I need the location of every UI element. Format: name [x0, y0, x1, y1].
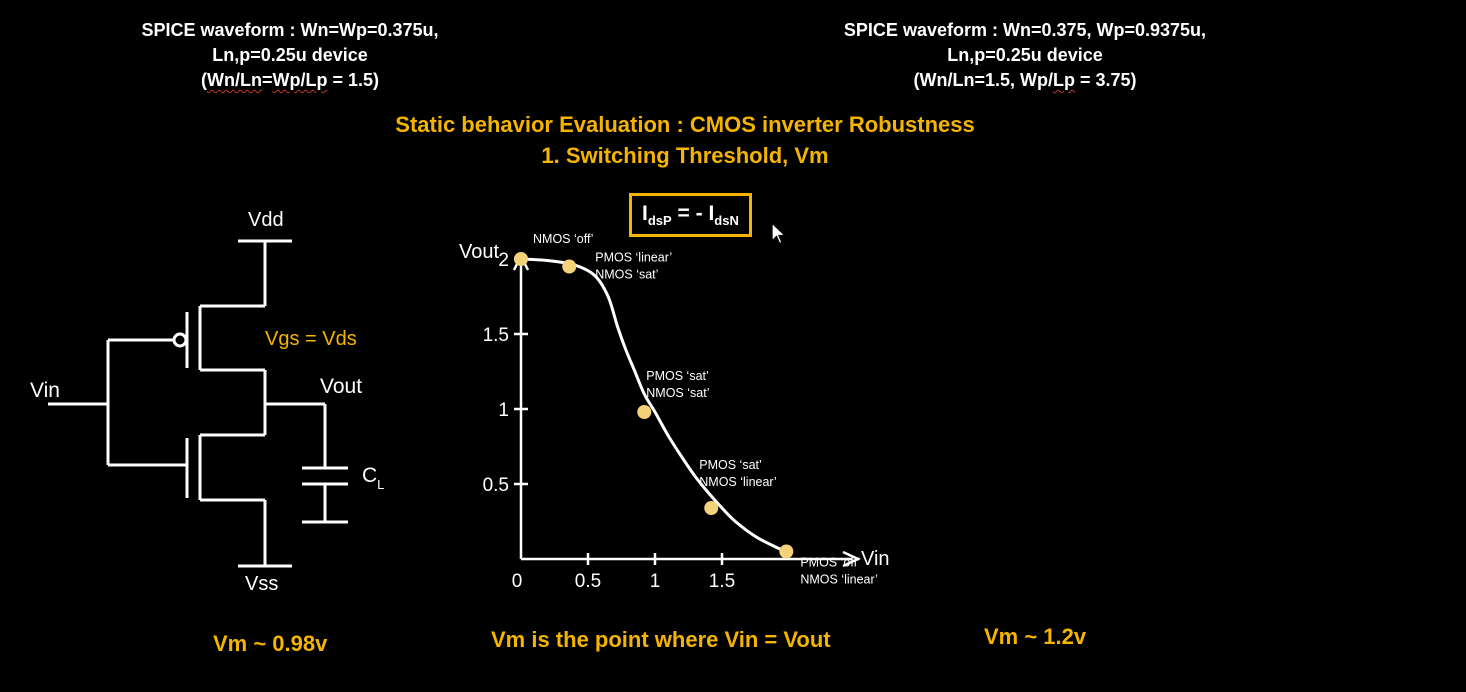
eq-sub2: dsN — [714, 213, 739, 229]
ratio-p: Wp/Lp — [272, 70, 328, 90]
operating-point — [637, 405, 652, 419]
vgs-vds-label: Vgs = Vds — [265, 328, 357, 350]
y-tick-label: 2 — [498, 250, 509, 271]
header-right-line1: SPICE waveform : Wn=0.375, Wp=0.9375u, — [843, 20, 1207, 40]
header-left-line1: SPICE waveform : Wn=Wp=0.375u, — [141, 20, 439, 40]
operating-point — [704, 501, 719, 515]
cmos-inverter-circuit: Vdd Vss Vin Vout CL Vgs = Vds — [30, 209, 384, 595]
equals: = — [261, 70, 273, 90]
paren-open: ( — [200, 70, 207, 90]
chart-points — [514, 252, 794, 559]
y-axis-label: Vout — [459, 241, 499, 263]
header-right-line3: (Wn/Ln=1.5, Wp/Lp = 3.75) — [790, 68, 1260, 93]
x-tick-label: 1.5 — [709, 571, 735, 592]
eq-sub1: dsP — [647, 213, 672, 229]
vout-label: Vout — [320, 375, 362, 398]
operating-point — [514, 252, 528, 266]
header-left: SPICE waveform : Wn=Wp=0.375u, Ln,p=0.25… — [95, 18, 485, 93]
circuit-wires — [48, 239, 348, 568]
equation-box: IdsP = - IdsN — [629, 193, 752, 238]
eq-mid: = - I — [671, 202, 715, 225]
region-labels: PMOS ‘linear’NMOS ‘off’ PMOS ‘linear’NMOS… — [533, 230, 878, 587]
y-tick-label: 1 — [498, 400, 509, 421]
y-tick-label: 1.5 — [483, 325, 509, 346]
title-line1: Static behavior Evaluation : CMOS invert… — [395, 112, 975, 137]
mouse-cursor-icon — [771, 221, 787, 245]
title-line2: 1. Switching Threshold, Vm — [541, 143, 829, 168]
vtc-chart: Vout Vin 0 0.5 1 1.5 2 1.5 1 0.5 PMOS ‘linear’N… — [459, 230, 890, 592]
region-label: PMOS ‘linear’NMOS ‘off’ — [533, 230, 610, 246]
header-left-line3: (Wn/Ln=Wp/Lp = 1.5) — [95, 68, 485, 93]
ratio-prefix: (Wn/Ln=1.5, Wp/ — [913, 70, 1053, 90]
header-right-line2: Ln,p=0.25u device — [947, 45, 1103, 65]
chart-axes — [512, 253, 861, 568]
ratio-value: = 3.75) — [1074, 70, 1137, 90]
eq-i1: I — [642, 202, 648, 225]
vm-definition: Vm is the point where Vin = Vout — [491, 627, 831, 652]
chart-ticks: 0 0.5 1 1.5 2 1.5 1 0.5 — [483, 250, 736, 592]
region-label: PMOS ‘sat’ NMOS ‘linear’ — [699, 458, 777, 489]
region-label: PMOS ‘sat’ NMOS ‘sat’ — [646, 369, 709, 400]
vm-right: Vm ~ 1.2v — [984, 624, 1087, 649]
ratio-n: Wn/Ln — [206, 70, 262, 90]
x-tick-label: 1 — [650, 571, 661, 592]
header-right: SPICE waveform : Wn=0.375, Wp=0.9375u, L… — [790, 18, 1260, 93]
x-tick-label: 0 — [512, 571, 523, 592]
x-axis-label: Vin — [861, 548, 890, 570]
header-left-line2: Ln,p=0.25u device — [212, 45, 368, 65]
region-label: PMOS ‘linear’ NMOS ‘sat’ — [595, 251, 672, 282]
vdd-label: Vdd — [248, 209, 284, 231]
x-tick-label: 0.5 — [575, 571, 601, 592]
vm-left: Vm ~ 0.98v — [213, 631, 328, 656]
y-tick-label: 0.5 — [483, 475, 509, 496]
cap-label: CL — [362, 464, 384, 492]
operating-point — [562, 259, 577, 274]
ratio-lp: Lp — [1052, 70, 1075, 90]
operating-point — [779, 544, 794, 559]
region-label: PMOS ‘off’ NMOS ‘linear’ — [800, 556, 878, 587]
vss-label: Vss — [245, 573, 278, 595]
vin-label: Vin — [30, 379, 60, 402]
vtc-curve — [519, 257, 788, 553]
ratio-value: = 1.5) — [327, 70, 379, 90]
slide-title: Static behavior Evaluation : CMOS invert… — [330, 109, 1040, 171]
